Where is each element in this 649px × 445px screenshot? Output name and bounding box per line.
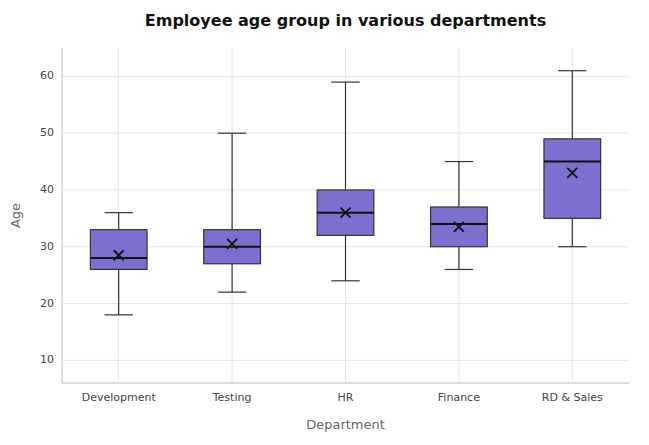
box-group [544,71,601,247]
whisker-high [458,162,459,207]
x-tick-label: RD & Sales [542,391,603,404]
median [90,257,147,259]
median [544,161,601,163]
y-axis-line [62,48,63,383]
whisker-low [345,235,346,280]
whisker-high [345,82,346,190]
x-axis-title: Department [306,417,385,432]
box [544,139,601,218]
mean-marker [114,250,124,260]
y-tick-label: 60 [40,69,54,82]
x-tick-label: HR [338,391,354,404]
box-group [204,133,261,292]
cap-high [558,70,586,71]
mean-marker [341,208,351,218]
plot-area [90,71,600,315]
whisker-high [572,71,573,139]
y-tick-label: 10 [40,353,54,366]
x-tick-label: Testing [212,391,252,404]
cap-high [331,81,359,82]
whisker-low [458,247,459,270]
box-group [431,162,488,270]
chart-container: 10 20 30 40 50 60 Development Testing HR Finance R… [0,0,649,445]
whisker-low [232,264,233,292]
chart-title: Employee age group in various department… [145,11,546,30]
cap-high [445,161,473,162]
box [204,230,261,264]
cap-low [218,292,246,293]
grid-line-x [118,48,119,383]
median [204,246,261,248]
whisker-low [572,218,573,246]
y-tick-label: 30 [40,240,54,253]
whisker-low [118,269,119,314]
whisker-high [232,133,233,230]
cap-low [331,280,359,281]
whisker-high [118,213,119,230]
x-tick-label: Development [82,391,157,404]
box-group [90,213,147,315]
cap-low [445,269,473,270]
y-tick-label: 50 [40,126,54,139]
mean-marker [227,239,237,249]
mean-marker [567,168,577,178]
cap-low [558,246,586,247]
cap-high [218,133,246,134]
cap-high [105,212,133,213]
cap-low [105,314,133,315]
box [90,230,147,270]
y-axis-title: Age [8,203,23,228]
grid [62,48,629,383]
y-tick-label: 20 [40,297,54,310]
box-group [317,82,374,281]
median [431,223,488,225]
y-tick-label: 40 [40,183,54,196]
x-tick-label: Finance [438,391,480,404]
x-axis-line [62,383,629,384]
mean-marker [454,222,464,232]
box [317,190,374,235]
chart: 10 20 30 40 50 60 Development Testing HR Finance R… [0,0,649,445]
box [431,207,488,247]
grid-line-x [232,48,233,383]
